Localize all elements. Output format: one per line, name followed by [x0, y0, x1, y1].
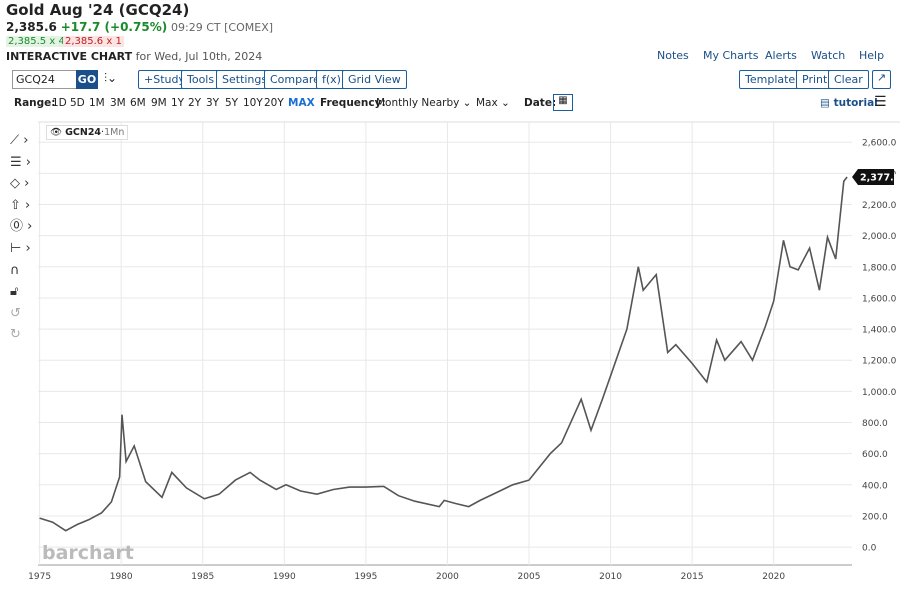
symbol-input[interactable]: GCQ24: [12, 70, 79, 89]
tool[interactable]: ⇧ ›: [10, 197, 31, 213]
toolbar-button[interactable]: +Study: [138, 70, 191, 89]
tool[interactable]: 🔓︎: [10, 284, 19, 300]
title: Gold Aug '24 (GCQ24): [6, 1, 190, 19]
frequency-label: Frequency:: [320, 97, 386, 109]
nav-link[interactable]: My Charts: [703, 49, 759, 62]
range-label: Range:: [14, 97, 56, 109]
range-option[interactable]: 5Y: [225, 97, 239, 109]
toolbar-button[interactable]: Compare: [264, 70, 326, 89]
nav-link[interactable]: Watch: [811, 49, 846, 62]
nav-link[interactable]: Help: [859, 49, 885, 62]
y-tick-label: 1,400.0: [862, 326, 897, 336]
y-tick-label: 400.0: [862, 481, 888, 491]
tool[interactable]: ◇ ›: [10, 176, 30, 192]
nav-link[interactable]: Alerts: [765, 49, 797, 62]
y-tick-label: 200.0: [862, 512, 888, 522]
range-option[interactable]: 3M: [110, 97, 126, 109]
y-tick-label: 1,200.0: [862, 357, 897, 367]
chart-label: INTERACTIVE CHART for Wed, Jul 10th, 202…: [6, 50, 262, 63]
x-tick-label: 1975: [28, 572, 51, 582]
period-select[interactable]: Max ⌄: [476, 97, 510, 109]
quote: 2,385.6 +17.7 (+0.75%) 09:29 CT [COMEX]: [6, 20, 273, 34]
period-value: Max: [476, 97, 498, 109]
range-option[interactable]: 6M: [130, 97, 146, 109]
range-option[interactable]: 1D: [52, 97, 67, 109]
range-option[interactable]: 20Y: [264, 97, 284, 109]
last-price: 2,385.6: [6, 20, 57, 34]
y-tick-label: 1,800.0: [862, 263, 897, 273]
tool[interactable]: ⟋ ›: [10, 133, 29, 148]
chart-date: for Wed, Jul 10th, 2024: [135, 50, 263, 63]
time: 09:29 CT [COMEX]: [171, 21, 274, 34]
go-button[interactable]: GO: [76, 70, 98, 89]
tool[interactable]: ∩: [10, 262, 20, 278]
x-tick-label: 1980: [110, 572, 133, 582]
calendar-button[interactable]: ▦: [553, 94, 573, 111]
x-tick-label: 1990: [273, 572, 296, 582]
y-tick-label: 2,000.0: [862, 232, 897, 242]
drawing-tools: ⟋ › ☰ › ◇ › ⇧ › ⓪ › ⊢ › ∩ 🔓︎ ↺ ↻: [10, 130, 32, 346]
bid: 2,385.5 x 4: [6, 36, 67, 47]
watermark: barchart: [42, 542, 134, 564]
x-tick-label: 1985: [191, 572, 214, 582]
tutorial-link[interactable]: ▤ tutorial: [820, 97, 878, 109]
tutorial-text: tutorial: [833, 97, 878, 109]
chart-type-icon[interactable]: ⫶⌄: [104, 71, 118, 85]
date-label: Date:: [524, 97, 557, 109]
x-tick-label: 2015: [681, 572, 704, 582]
toolbar-button[interactable]: Settings: [216, 70, 274, 89]
legend-series: GCN24: [65, 127, 102, 138]
nav-link[interactable]: Notes: [657, 49, 689, 62]
range-option[interactable]: 10Y: [243, 97, 263, 109]
tool[interactable]: ☰ ›: [10, 154, 31, 170]
y-tick-label: 2,600.0: [862, 139, 897, 149]
tool[interactable]: ↺: [10, 305, 21, 321]
y-tick-label: 1,000.0: [862, 388, 897, 398]
x-tick-label: 2010: [599, 572, 622, 582]
legend: 👁︎ GCN24·1Mn: [46, 125, 129, 140]
y-tick-label: 600.0: [862, 450, 888, 460]
expand-button[interactable]: ↗: [872, 70, 891, 89]
y-tick-label: 800.0: [862, 419, 888, 429]
x-tick-label: 2000: [436, 572, 459, 582]
y-tick-label: 0.0: [862, 544, 877, 554]
x-tick-label: 1995: [354, 572, 377, 582]
chart-label-text: INTERACTIVE CHART: [6, 50, 133, 63]
change: +17.7 (+0.75%): [60, 20, 168, 34]
range-option[interactable]: 2Y: [188, 97, 202, 109]
range-option[interactable]: 1M: [89, 97, 105, 109]
frequency-value: Monthly Nearby: [376, 97, 460, 109]
y-tick-label: 2,200.0: [862, 201, 897, 211]
toolbar-button[interactable]: Clear: [828, 70, 869, 89]
menu-icon[interactable]: ☰: [874, 94, 887, 110]
tool[interactable]: ↻: [10, 327, 21, 343]
last-price-box: [852, 168, 894, 185]
x-tick-label: 2020: [762, 572, 785, 582]
toolbar-button[interactable]: Grid View: [342, 70, 407, 89]
tool[interactable]: ⓪ ›: [10, 219, 33, 235]
toolbar-button[interactable]: Tools: [181, 70, 221, 89]
range-option[interactable]: 3Y: [206, 97, 220, 109]
range-option[interactable]: 1Y: [171, 97, 185, 109]
frequency-select[interactable]: Monthly Nearby ⌄: [376, 97, 472, 109]
y-tick-label: 1,600.0: [862, 294, 897, 304]
toolbar-button[interactable]: Templates: [739, 70, 807, 89]
ask: 2,385.6 x 1: [63, 36, 124, 47]
range-option[interactable]: 5D: [70, 97, 85, 109]
range-option[interactable]: MAX: [288, 97, 315, 109]
legend-interval: 1Mn: [104, 127, 125, 138]
x-tick-label: 2005: [518, 572, 541, 582]
last-price-label: 2,377.0: [860, 172, 901, 183]
price-line: [39, 176, 848, 532]
range-option[interactable]: 9M: [151, 97, 167, 109]
toolbar-button[interactable]: f(x): [316, 70, 347, 89]
tool[interactable]: ⊢ ›: [10, 240, 31, 256]
